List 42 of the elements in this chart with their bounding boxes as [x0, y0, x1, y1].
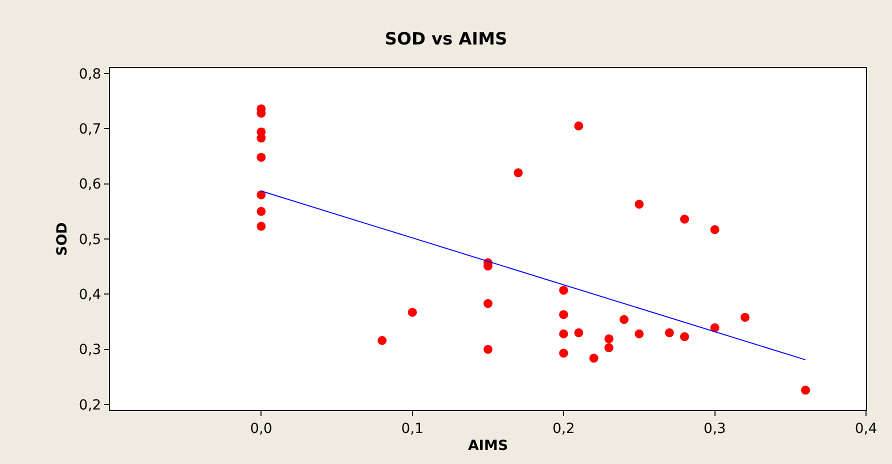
point	[514, 168, 523, 178]
point	[574, 121, 584, 130]
point	[634, 200, 644, 209]
y-tick-label: 0,3	[78, 342, 102, 358]
y-tick-label: 0,7	[78, 122, 102, 138]
x-tick-label: 0,0	[250, 420, 272, 437]
y-tick-label: 0,2	[78, 397, 102, 414]
point	[589, 354, 598, 363]
x-axis-title: AIMS	[468, 438, 508, 454]
point	[484, 299, 492, 308]
chart-title: SOD vs AIMS	[384, 29, 508, 50]
y-axis-title: SOD	[54, 222, 71, 256]
x-tick-label: 0,3	[704, 420, 726, 437]
point	[559, 348, 568, 358]
point	[604, 343, 614, 352]
x-tick-label: 0,2	[552, 420, 575, 437]
y-tick-label: 0,6	[78, 176, 102, 193]
y-tick-label: 0,5	[78, 232, 102, 248]
point	[710, 225, 720, 234]
point	[604, 334, 614, 344]
point	[559, 329, 568, 338]
y-tick-label: 0,8	[78, 66, 102, 82]
point	[680, 332, 690, 342]
point	[559, 310, 568, 320]
point	[634, 329, 644, 338]
point	[680, 214, 690, 224]
point	[484, 344, 492, 354]
point	[620, 315, 629, 324]
x-tick-label: 0,1	[401, 420, 424, 437]
point	[801, 386, 810, 395]
y-tick-label: 0,4	[78, 287, 102, 304]
point	[559, 286, 568, 295]
point	[378, 336, 387, 345]
point	[664, 328, 674, 338]
point	[740, 312, 750, 322]
point	[574, 328, 584, 338]
point	[256, 222, 266, 231]
point	[408, 308, 417, 317]
point	[256, 206, 266, 216]
x-tick-label: 0,4	[854, 420, 878, 437]
point	[256, 152, 266, 162]
point	[256, 190, 266, 200]
